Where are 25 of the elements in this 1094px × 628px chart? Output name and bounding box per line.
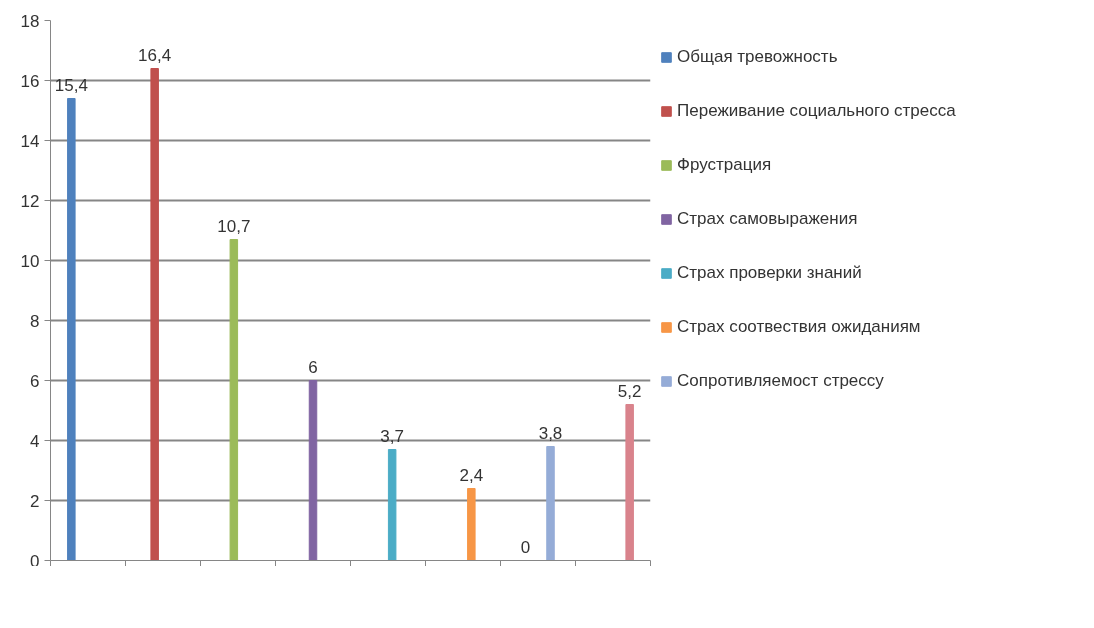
y-tick-label: 18 xyxy=(20,11,40,31)
data-label: 16,4 xyxy=(138,45,172,65)
y-tick-label: 6 xyxy=(30,371,40,391)
legend-label: Общая тревожность xyxy=(677,46,838,68)
legend-label: Страх самовыражения xyxy=(677,208,858,230)
y-tick-label: 10 xyxy=(20,251,40,271)
data-label: 0 xyxy=(520,537,531,557)
y-tick-label: 0 xyxy=(30,551,40,571)
legend-label: Страх проверки знаний xyxy=(677,262,862,284)
legend-label: Переживание социального стресса xyxy=(677,100,956,122)
y-tick-label: 4 xyxy=(30,431,40,451)
data-label: 15,4 xyxy=(54,75,88,95)
y-tick-label: 2 xyxy=(30,491,40,511)
data-label: 3,8 xyxy=(538,423,563,443)
legend-label: Фрустрация xyxy=(677,154,772,176)
y-tick-label: 12 xyxy=(20,191,40,211)
y-tick-label: 8 xyxy=(30,311,40,331)
legend-label: Сопротивляемост стрессу xyxy=(677,370,884,392)
data-label: 6 xyxy=(308,357,318,377)
data-label: 5,2 xyxy=(617,381,642,401)
y-tick-label: 14 xyxy=(20,131,40,151)
legend-label: Страх соотвествия ожиданиям xyxy=(677,316,921,338)
y-tick-label: 16 xyxy=(20,71,40,91)
data-label: 2,4 xyxy=(459,465,484,485)
data-label: 10,7 xyxy=(217,216,251,236)
